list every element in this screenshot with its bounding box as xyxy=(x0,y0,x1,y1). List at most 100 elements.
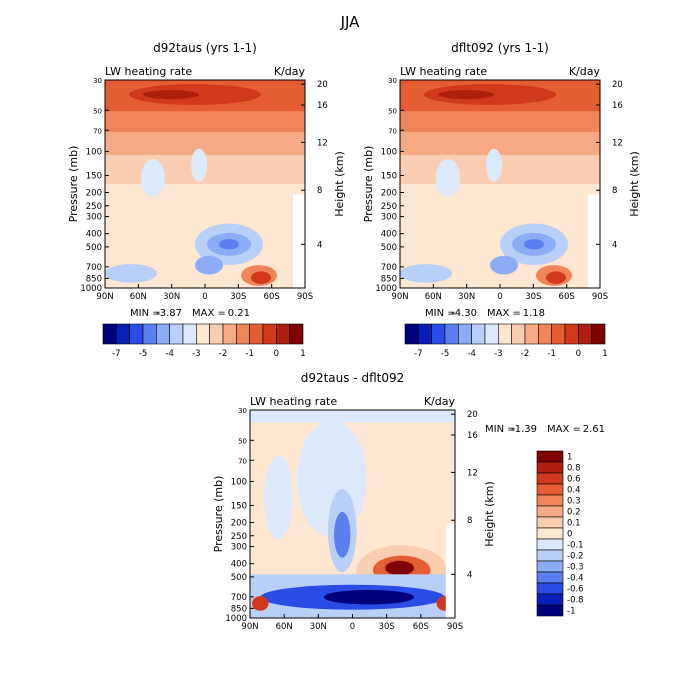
colorbar-swatch xyxy=(536,549,564,562)
colorbar-swatch xyxy=(536,560,564,573)
min-value: -3.87 xyxy=(156,308,182,319)
y2-tick-label: 16 xyxy=(317,101,328,111)
x-tick-label: 30S xyxy=(379,622,395,632)
y-tick-label: 700 xyxy=(86,263,102,273)
contour-band xyxy=(195,255,223,275)
y-tick-label: 300 xyxy=(381,213,397,223)
colorbar-swatch xyxy=(169,323,184,345)
colorbar-swatch xyxy=(431,323,446,345)
panel-title: dflt092 (yrs 1-1) xyxy=(451,41,549,55)
contour-missing xyxy=(293,194,305,288)
units-label: K/day xyxy=(274,65,306,78)
colorbar-label: -7 xyxy=(414,349,422,359)
contour-missing xyxy=(445,524,455,618)
contour-band xyxy=(250,410,455,423)
y-tick-label: 500 xyxy=(86,243,102,253)
colorbar-swatch xyxy=(102,323,117,345)
colorbar-label: 0.6 xyxy=(567,475,581,485)
y2-tick-label: 12 xyxy=(612,138,623,148)
panel-2: 90N 60N 30N 0 30S 60S 90S305070100150200250300… xyxy=(362,41,641,359)
colorbar-swatch xyxy=(536,472,564,485)
y-tick-label: 250 xyxy=(86,202,102,212)
colorbar-swatch xyxy=(404,323,419,345)
y2-tick-label: 4 xyxy=(612,240,617,250)
y2-tick-label: 12 xyxy=(467,468,478,478)
colorbar-swatch xyxy=(484,323,499,345)
y-tick-label: 1000 xyxy=(225,614,247,624)
colorbar-swatch xyxy=(498,323,512,345)
colorbar-swatch xyxy=(564,323,579,345)
contour-band xyxy=(486,148,502,182)
field-label: LW heating rate xyxy=(250,395,337,408)
y2-tick-label: 8 xyxy=(317,186,322,196)
y2-tick-label: 20 xyxy=(317,80,328,90)
colorbar-label: 0 xyxy=(274,349,279,359)
y-tick-label: 700 xyxy=(381,263,397,273)
max-label: MAX = xyxy=(192,308,226,319)
colorbar-label: -3 xyxy=(494,349,502,359)
y-tick-label: 400 xyxy=(86,230,102,240)
x-tick-label: 60S xyxy=(264,292,280,302)
colorbar-swatch xyxy=(444,323,459,345)
y2-axis-title: Height (km) xyxy=(333,151,346,217)
y-axis-title: Pressure (mb) xyxy=(362,146,375,223)
y-tick-label: 70 xyxy=(93,127,102,135)
y-tick-label: 50 xyxy=(388,107,397,115)
y-tick-label: 150 xyxy=(231,501,247,511)
y-tick-label: 850 xyxy=(381,274,397,284)
y-tick-label: 250 xyxy=(381,202,397,212)
contour-band xyxy=(219,239,239,250)
y2-tick-label: 4 xyxy=(467,570,472,580)
y-tick-label: 50 xyxy=(238,437,247,445)
colorbar-swatch xyxy=(182,323,197,345)
min-label: MIN = xyxy=(485,424,516,435)
contour-band xyxy=(191,148,207,182)
x-tick-label: 60N xyxy=(276,622,293,632)
y-tick-label: 100 xyxy=(381,147,397,157)
y-tick-label: 150 xyxy=(86,171,102,181)
x-tick-label: 60N xyxy=(425,292,442,302)
x-tick-label: 90N xyxy=(391,292,408,302)
contour-fill xyxy=(105,80,305,288)
x-tick-label: 90S xyxy=(297,292,313,302)
colorbar-swatch xyxy=(536,505,564,518)
contour-fill xyxy=(400,80,600,288)
colorbar-label: 0 xyxy=(567,530,572,540)
contour-band xyxy=(436,159,460,197)
panel-title: d92taus (yrs 1-1) xyxy=(153,41,257,55)
y-tick-label: 500 xyxy=(231,573,247,583)
colorbar-label: -3 xyxy=(192,349,200,359)
colorbar-swatch xyxy=(536,494,564,507)
x-tick-label: 30N xyxy=(163,292,180,302)
page-title: JJA xyxy=(340,13,361,31)
colorbar-swatch xyxy=(591,323,606,345)
colorbar-swatch xyxy=(129,323,144,345)
x-tick-label: 60S xyxy=(413,622,429,632)
y2-tick-label: 4 xyxy=(317,240,322,250)
colorbar-label: -0.2 xyxy=(567,552,584,562)
y-tick-label: 70 xyxy=(388,127,397,135)
min-label: MIN = xyxy=(130,308,161,319)
x-tick-label: 30S xyxy=(525,292,541,302)
colorbar-swatch xyxy=(524,323,539,345)
y2-axis-title: Height (km) xyxy=(483,481,496,547)
colorbar-swatch xyxy=(458,323,472,345)
max-value: 1.18 xyxy=(523,308,545,319)
y-tick-label: 30 xyxy=(388,77,397,85)
colorbar-label: -4 xyxy=(467,349,475,359)
panel-1: 90N 60N 30N 0 30S 60S 90S305070100150200250300… xyxy=(67,41,346,359)
colorbar-swatch xyxy=(536,516,564,529)
y-tick-label: 30 xyxy=(238,407,247,415)
colorbar-label: 0 xyxy=(576,349,581,359)
x-tick-label: 90S xyxy=(592,292,608,302)
colorbar-label: -1 xyxy=(567,607,575,617)
colorbar-swatch xyxy=(536,483,564,496)
colorbar-label: 0.4 xyxy=(567,486,581,496)
colorbar-label: 1 xyxy=(300,349,305,359)
y-axis-title: Pressure (mb) xyxy=(212,476,225,553)
colorbar-swatch xyxy=(536,593,564,606)
y-tick-label: 1000 xyxy=(80,284,102,294)
y-tick-label: 700 xyxy=(231,593,247,603)
contour-missing xyxy=(588,194,600,288)
colorbar-label: 1 xyxy=(602,349,607,359)
